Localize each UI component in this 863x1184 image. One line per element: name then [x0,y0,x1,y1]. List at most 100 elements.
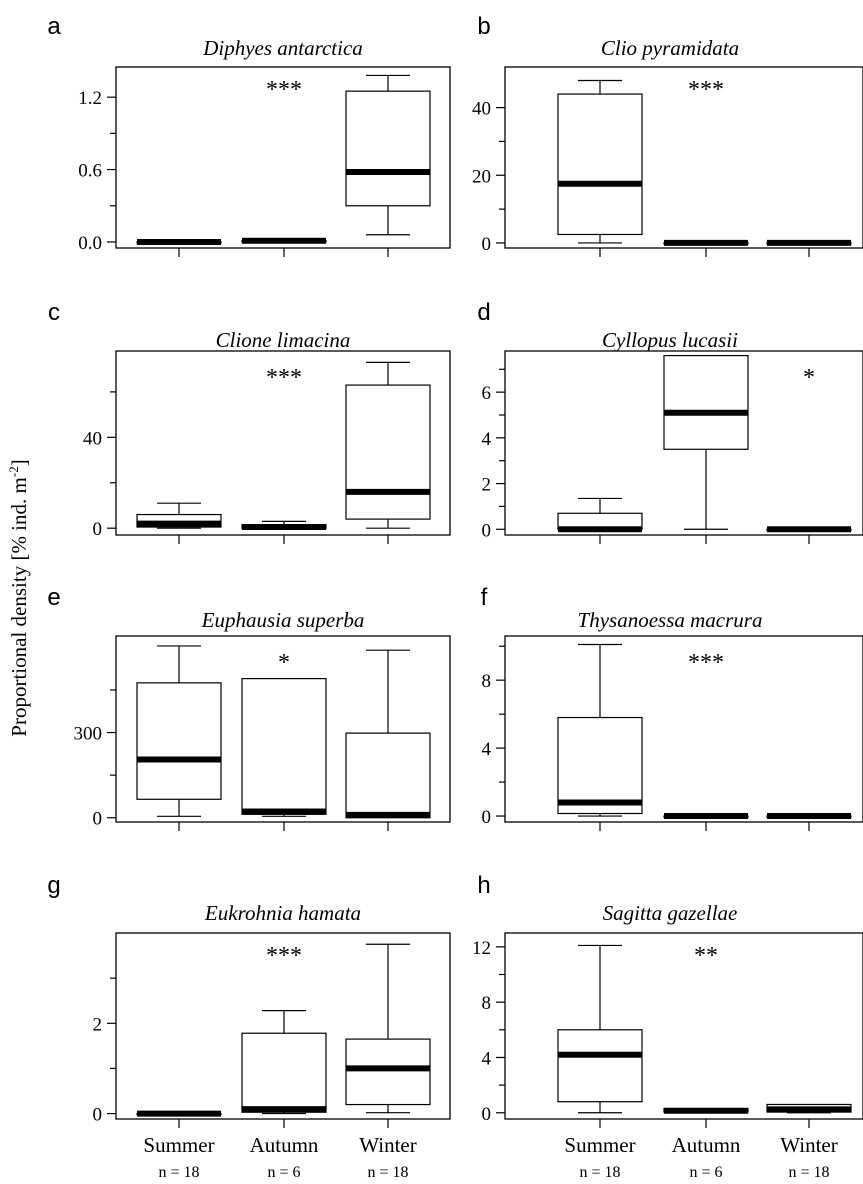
plot-frame [115,635,451,823]
x-category-label: Autumn [250,1133,319,1157]
panel-e: e Euphausia superba 0 300 * [47,584,451,831]
x-sample-size: n = 6 [267,1164,300,1181]
box-summer [557,643,643,817]
y-tick-label: 8 [482,671,492,692]
box-winter [766,239,852,246]
box-summer [557,497,643,533]
box-autumn [241,677,327,817]
box-iqr [241,1032,327,1113]
plot-frame [115,350,451,536]
box-iqr [241,677,327,815]
y-axis-label-end: ] [7,459,31,466]
y-tick-label: 0 [482,234,492,255]
y-tick-label: 2 [482,475,492,496]
y-tick-label: 0 [93,809,103,830]
x-sample-size: n = 18 [579,1164,620,1181]
panel-title: Clione limacina [216,328,351,352]
panel-letter: g [47,872,60,899]
box-summer [136,1110,222,1117]
box-iqr [136,682,222,800]
box-iqr [345,90,431,207]
y-tick-label: 8 [482,993,492,1014]
box-winter [345,74,431,236]
box-summer [136,645,222,817]
x-category-label: Winter [780,1133,837,1157]
y-tick-label: 0.0 [78,233,102,254]
box-winter [345,649,431,819]
panel-c: c Clione limacina 0 40 *** [48,299,451,544]
y-tick-label: 4 [482,1048,492,1069]
box-winter [345,361,431,529]
significance-label: * [278,650,290,676]
y-tick-label: 0 [482,1104,492,1125]
significance-label: *** [266,77,302,103]
y-tick-label: 4 [482,739,492,760]
box-winter [766,813,852,820]
significance-label: ** [694,943,718,969]
panel-title: Thysanoessa macrura [578,608,763,632]
y-tick-label: 0 [482,520,492,541]
panel-letter: e [47,584,60,611]
box-winter [766,526,852,533]
y-tick-label: 2 [93,1014,103,1035]
y-tick-label: 0 [482,807,492,828]
panel-g: g Eukrohnia hamata 0 2 *** Summer n = 18 Autumn… [47,872,451,1181]
box-summer [136,502,222,529]
panel-d: d Cyllopus lucasii 0 2 4 6 * [477,299,863,544]
y-tick-label: 20 [472,166,491,187]
y-tick-label: 40 [83,428,102,449]
box-autumn [663,1107,749,1114]
box-iqr [345,732,431,819]
box-autumn [663,813,749,820]
x-category-label: Autumn [672,1133,741,1157]
x-category-label: Summer [564,1133,635,1157]
box-summer [136,238,222,245]
x-category-label: Winter [359,1133,416,1157]
x-sample-size: n = 18 [158,1164,199,1181]
significance-label: *** [688,77,724,103]
y-tick-label: 0 [93,1105,103,1126]
panel-letter: d [477,299,490,326]
panel-title: Cyllopus lucasii [602,328,738,352]
box-iqr [663,354,749,450]
y-axis-label-sup: -2 [6,466,21,477]
panel-title: Sagitta gazellae [603,901,738,925]
panel-title: Eukrohnia hamata [204,901,361,925]
panel-a: a Diphyes antarctica 0.0 0.6 1.2 *** [47,13,451,257]
y-tick-label: 6 [482,383,492,404]
x-sample-size: n = 18 [788,1164,829,1181]
y-axis-label: Proportional density [% ind. m-2] [6,459,31,736]
box-iqr [557,93,643,236]
plot-frame [504,932,863,1120]
plot-frame [504,350,863,536]
x-sample-size: n = 18 [367,1164,408,1181]
y-tick-label: 0.6 [78,161,102,182]
significance-label: *** [266,943,302,969]
box-winter [766,1103,852,1114]
panel-letter: h [477,872,490,899]
significance-label: * [803,365,815,391]
box-autumn [241,237,327,244]
box-iqr [345,1038,431,1106]
plot-frame [504,66,863,249]
box-winter [345,943,431,1114]
box-autumn [241,1010,327,1115]
y-tick-label: 0 [93,519,103,540]
x-sample-size: n = 6 [689,1164,722,1181]
y-tick-label: 4 [482,429,492,450]
y-tick-label: 300 [74,724,103,745]
y-tick-label: 12 [472,938,491,959]
box-iqr [557,716,643,815]
box-summer [557,79,643,244]
panel-letter: c [48,299,60,326]
x-category-label: Summer [143,1133,214,1157]
panel-title: Diphyes antarctica [202,36,363,60]
plot-frame [115,932,451,1120]
panel-h: h Sagitta gazellae 0 4 8 12 ** Summer n = 18 Autu… [472,872,863,1181]
box-iqr [345,384,431,520]
panel-letter: b [477,13,490,40]
panel-f: f Thysanoessa macrura 0 4 8 *** [481,584,863,831]
significance-label: *** [688,650,724,676]
